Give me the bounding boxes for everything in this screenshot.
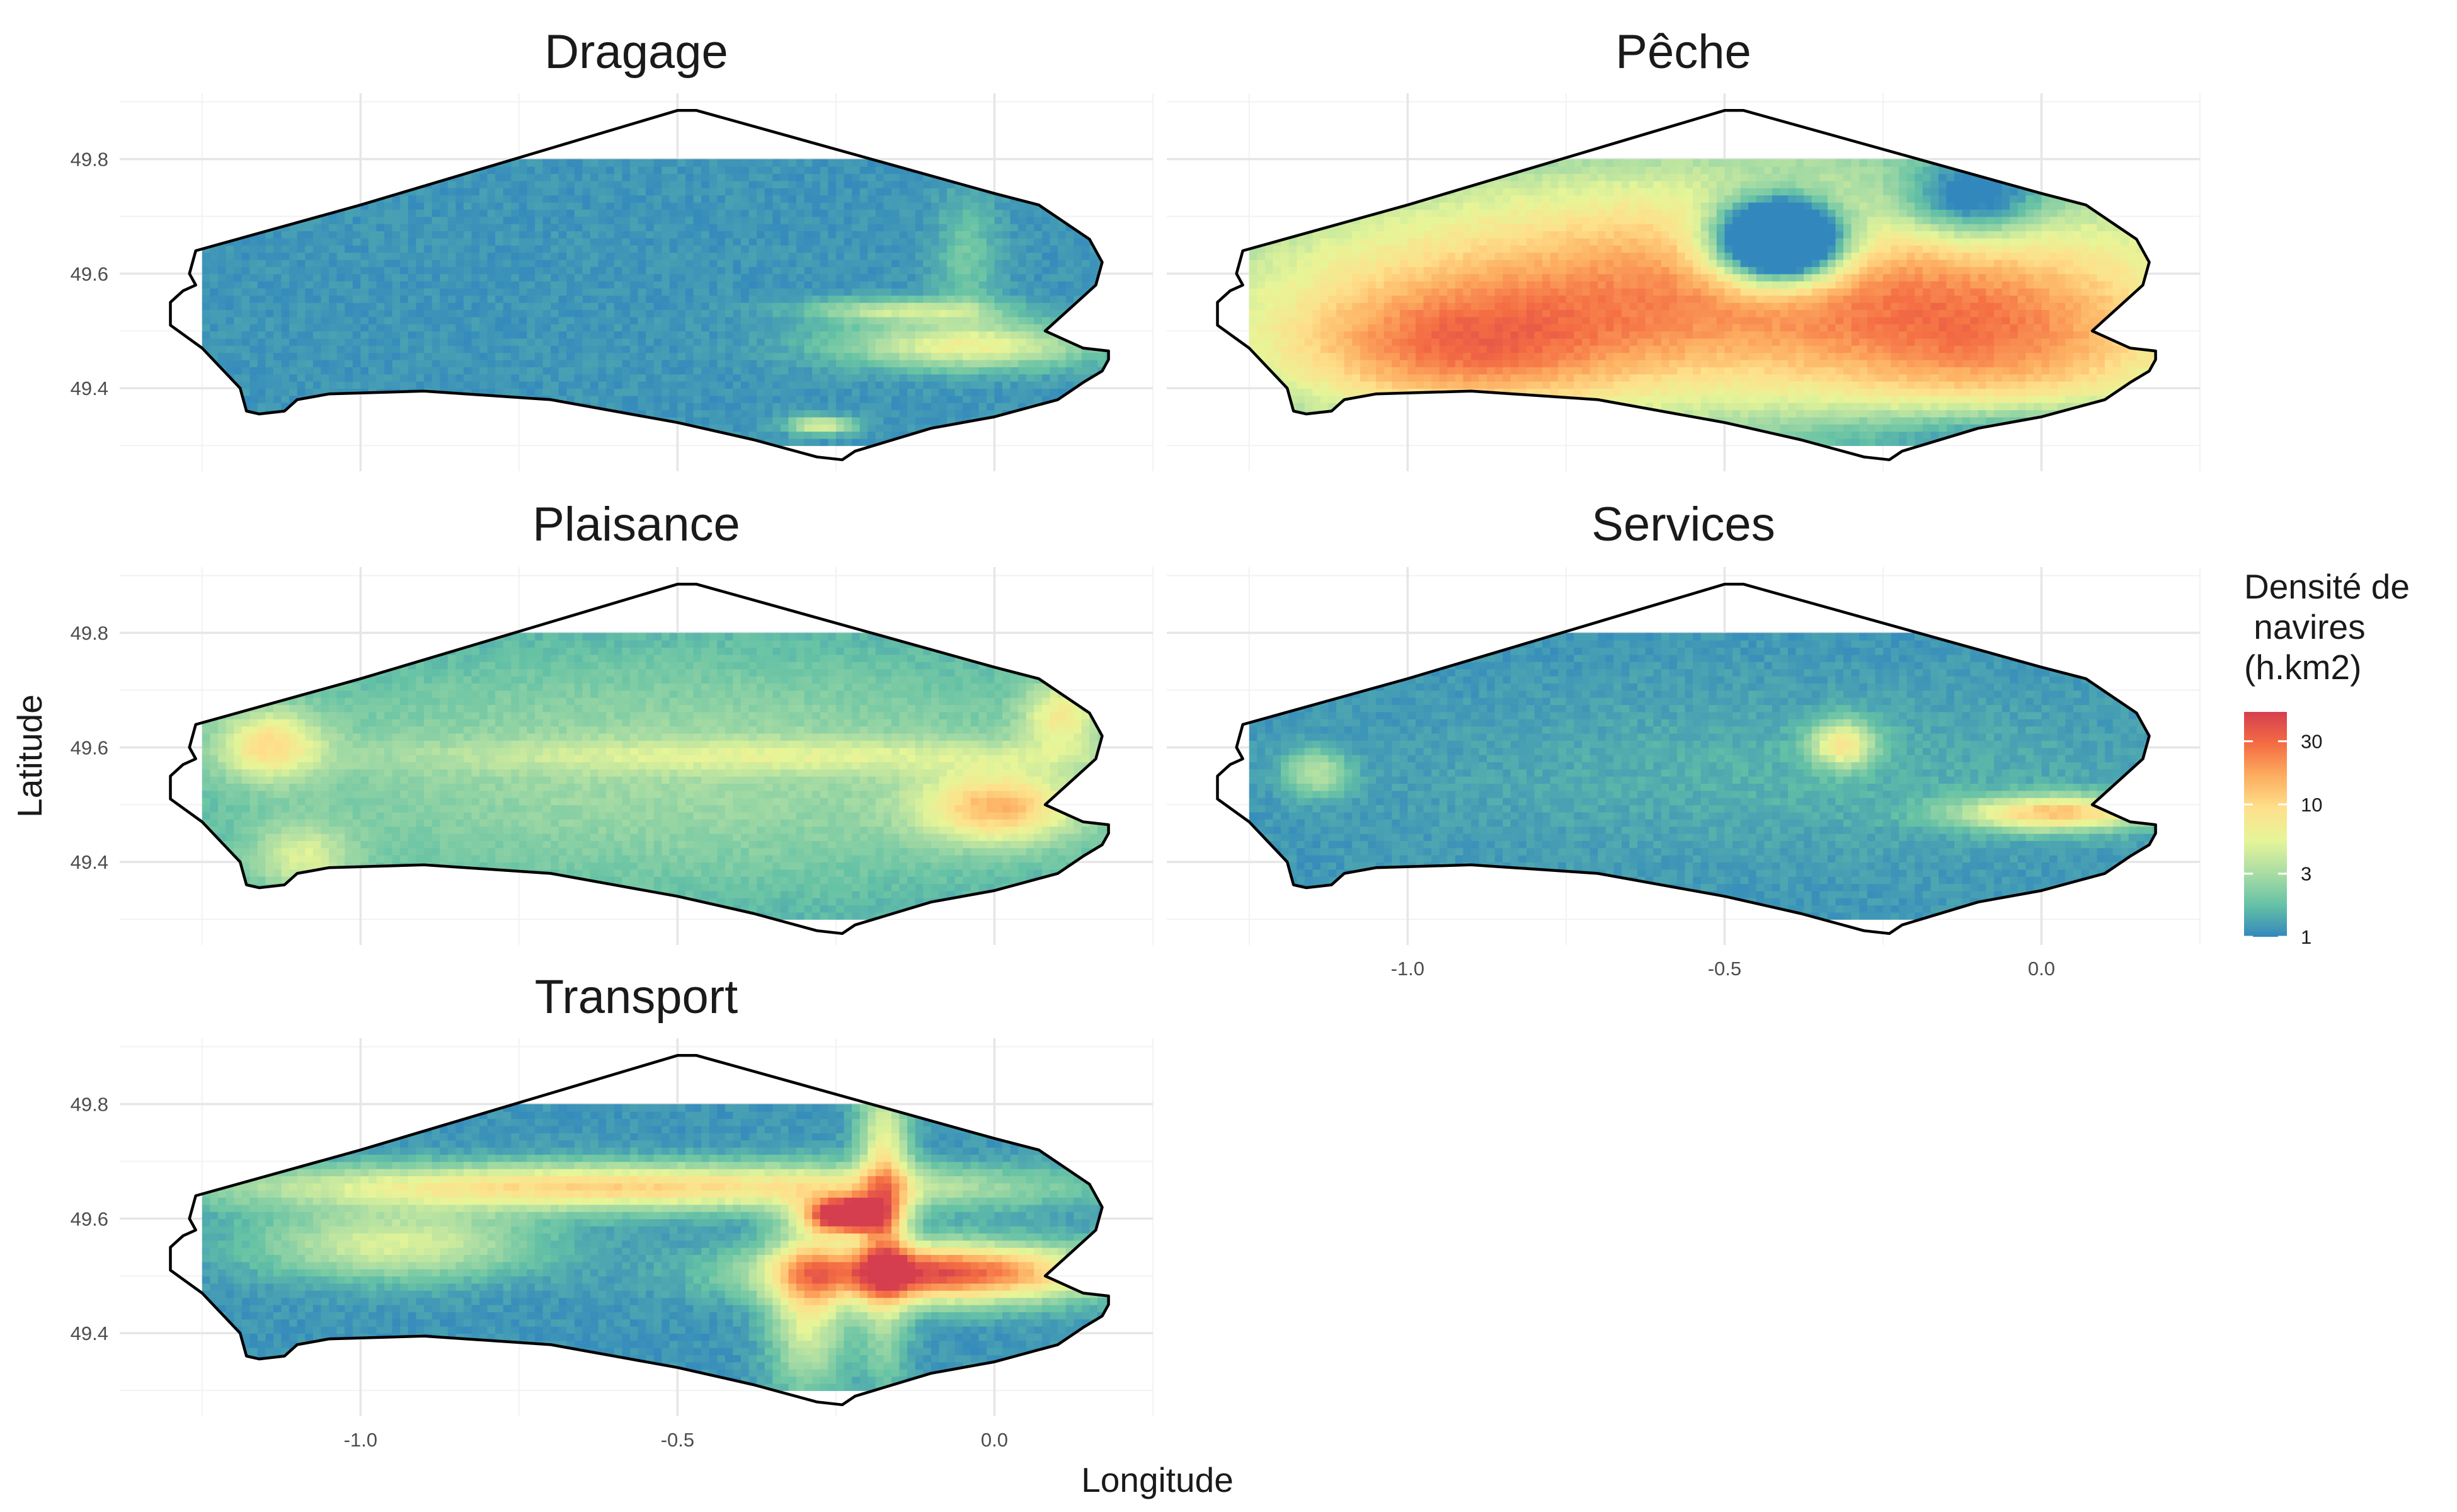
colorbar-title-line: navires <box>2244 607 2366 646</box>
coastline <box>1216 583 2157 936</box>
panel-peche: Pêche <box>1167 25 2201 471</box>
colorbar-tick-label: 10 <box>2301 794 2322 816</box>
colorbar-ticks: 1 3 10 30 <box>2244 731 2322 948</box>
y-tick-label: 49.4 <box>71 1322 108 1344</box>
density-raster <box>1249 159 2156 446</box>
colorbar <box>2244 712 2287 937</box>
y-tick-label: 49.6 <box>71 263 108 285</box>
colorbar-legend: Densité de navires (h.km2) 1 3 10 30 <box>2244 567 2410 948</box>
x-tick-label: -1.0 <box>344 1429 377 1451</box>
colorbar-tick-label: 3 <box>2301 863 2311 885</box>
colorbar-tick-label: 1 <box>2301 926 2311 948</box>
panel-services: Services -1.0 -0.5 0.0 <box>1167 498 2201 980</box>
x-tick-label: -0.5 <box>1708 958 1741 980</box>
x-tick-label: 0.0 <box>2028 958 2055 980</box>
x-tick-label: -1.0 <box>1391 958 1424 980</box>
y-tick-label: 49.4 <box>71 377 108 399</box>
y-tick-label: 49.8 <box>71 622 108 644</box>
panel-title: Pêche <box>1615 25 1751 79</box>
density-raster <box>202 1104 1109 1391</box>
x-tick-label: -0.5 <box>661 1429 694 1451</box>
density-raster <box>202 633 1109 920</box>
colorbar-tick-label: 30 <box>2301 731 2322 753</box>
y-tick-label: 49.6 <box>71 736 108 759</box>
y-tick-label: 49.8 <box>71 1094 108 1116</box>
coastline <box>169 1054 1110 1407</box>
y-tick-label: 49.8 <box>71 149 108 171</box>
x-axis-title: Longitude <box>1081 1460 1234 1499</box>
panel-dragage: Dragage 49.4 49.6 49.8 <box>71 25 1154 471</box>
panel-title: Services <box>1591 498 1775 551</box>
coastline <box>169 109 1110 462</box>
colorbar-title: Densité de navires (h.km2) <box>2244 567 2410 687</box>
panel-plaisance: Plaisance 49.4 49.6 49.8 <box>71 498 1154 945</box>
y-tick-label: 49.4 <box>71 851 108 873</box>
panel-title: Dragage <box>544 25 728 79</box>
panel-title: Plaisance <box>532 498 740 551</box>
colorbar-title-line: (h.km2) <box>2244 648 2361 687</box>
y-axis-title: Latitude <box>10 694 49 818</box>
coastline <box>169 583 1110 936</box>
panel-title: Transport <box>535 970 738 1024</box>
panel-transport: Transport 49.4 49.6 49.8 -1.0 -0.5 0.0 <box>71 970 1154 1451</box>
density-raster <box>202 159 1109 446</box>
x-tick-label: 0.0 <box>981 1429 1008 1451</box>
y-tick-label: 49.6 <box>71 1208 108 1230</box>
colorbar-title-line: Densité de <box>2244 567 2410 606</box>
facet-panels: Dragage 49.4 49.6 49.8 Pêche Plaisance 49.4 49.… <box>71 25 2201 1451</box>
coastline <box>1216 109 2157 462</box>
density-raster <box>1249 633 2156 920</box>
